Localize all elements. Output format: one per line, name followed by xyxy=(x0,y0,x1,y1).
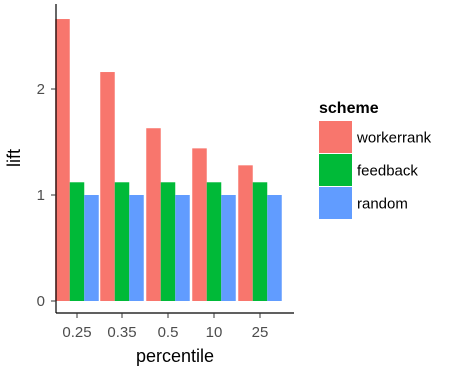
x-ticks: 0.25 0.35 0.5 10 25 xyxy=(62,313,268,341)
bar-feedback-0.5 xyxy=(160,182,176,301)
bar-workerrank-0.25 xyxy=(55,19,70,301)
legend-label-random: random xyxy=(357,196,408,213)
y-tick-label-0: 0 xyxy=(37,293,45,310)
y-tick-label-2: 2 xyxy=(37,81,45,98)
legend-key-feedback xyxy=(319,154,352,186)
bar-feedback-0.35 xyxy=(114,182,130,301)
bar-workerrank-0.5 xyxy=(146,128,161,301)
bar-random-0.5 xyxy=(175,195,190,301)
legend-label-workerrank: workerrank xyxy=(356,130,432,147)
bar-workerrank-0.35 xyxy=(100,72,115,301)
bar-feedback-10 xyxy=(206,182,222,301)
bar-random-0.35 xyxy=(129,195,144,301)
bar-feedback-0.25 xyxy=(69,182,85,301)
legend-title: scheme xyxy=(319,100,379,117)
y-tick-label-1: 1 xyxy=(37,187,45,204)
x-tick-label-0.5: 0.5 xyxy=(158,324,179,341)
bars-layer xyxy=(55,19,282,301)
x-axis-title: percentile xyxy=(136,346,214,366)
bar-random-25 xyxy=(267,195,282,301)
y-axis-title: lift xyxy=(4,149,24,167)
y-ticks: 0 1 2 xyxy=(37,81,56,310)
legend-label-feedback: feedback xyxy=(357,163,418,180)
bar-workerrank-10 xyxy=(192,148,207,301)
x-tick-label-10: 10 xyxy=(206,324,223,341)
bar-random-10 xyxy=(221,195,236,301)
legend: scheme workerrank feedback random xyxy=(319,100,432,219)
legend-key-random xyxy=(319,187,352,219)
x-tick-label-25: 25 xyxy=(252,324,269,341)
bar-workerrank-25 xyxy=(238,165,253,301)
x-tick-label-0.25: 0.25 xyxy=(62,324,91,341)
x-tick-label-0.35: 0.35 xyxy=(107,324,136,341)
bar-random-0.25 xyxy=(84,195,99,301)
legend-key-workerrank xyxy=(319,121,352,153)
bar-feedback-25 xyxy=(252,182,268,301)
